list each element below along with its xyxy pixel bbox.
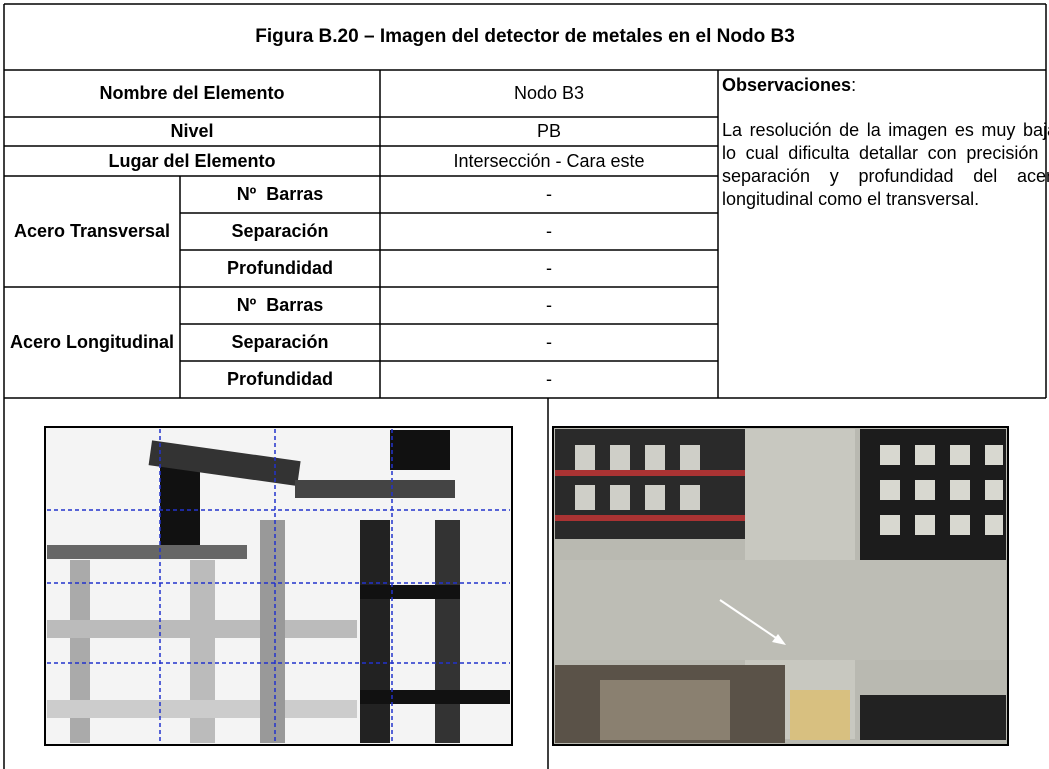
row-value: - — [546, 332, 552, 352]
group-label: Acero Longitudinal — [10, 332, 174, 352]
row-value: - — [546, 184, 552, 204]
row-value: Nodo B3 — [513, 83, 585, 103]
row-label: Profundidad — [227, 369, 333, 389]
table-lines — [3, 3, 1047, 769]
observations-colon: : — [851, 75, 857, 95]
row-label: Nº Barras — [236, 295, 324, 315]
observations-label: Observaciones — [722, 75, 852, 95]
observations: Observaciones: La resolución de la image… — [722, 74, 1049, 394]
row-value: Intersección - Cara este — [453, 150, 645, 171]
observations-text: La resolución de la imagen es muy baja, … — [722, 120, 1049, 209]
row-value: - — [546, 221, 552, 241]
row-value: - — [546, 369, 552, 389]
row-label: Nombre del Elemento — [99, 83, 285, 103]
row-label: Profundidad — [227, 258, 333, 278]
row-label: Separación — [231, 332, 329, 352]
row-label: Nivel — [170, 121, 214, 141]
row-label: Separación — [231, 221, 329, 241]
row-value: PB — [536, 121, 561, 141]
row-label: Nº Barras — [236, 184, 324, 204]
detector-image — [44, 426, 513, 746]
row-value: - — [546, 295, 552, 315]
photo — [552, 426, 1009, 746]
title: Figura B.20 – Imagen del detector de met… — [255, 26, 795, 47]
group-label: Acero Transversal — [13, 221, 171, 241]
row-value: - — [546, 258, 552, 278]
row-label: Lugar del Elemento — [108, 150, 276, 171]
